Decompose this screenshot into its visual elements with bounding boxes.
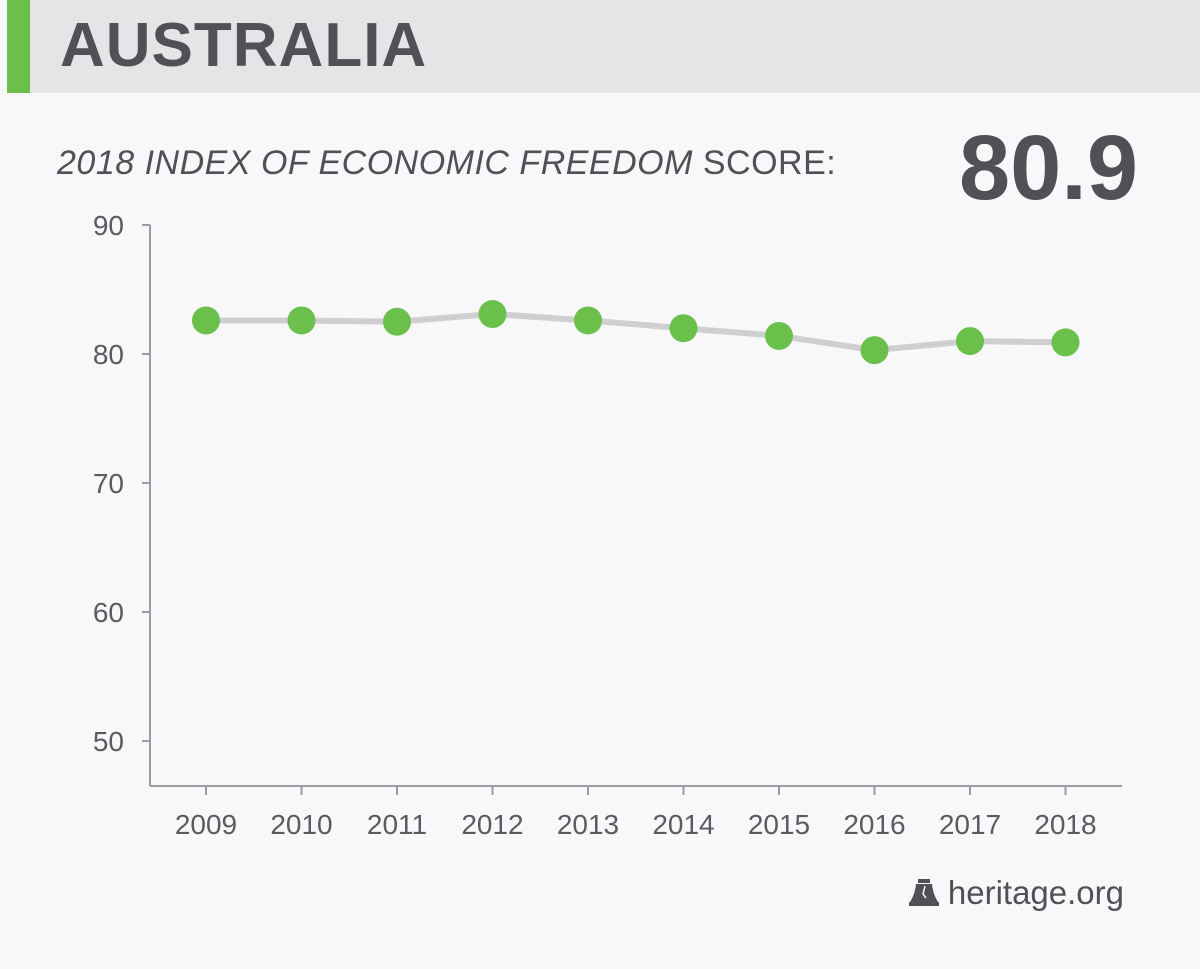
- y-tick-label: 90: [93, 210, 124, 241]
- data-point-2011: [383, 307, 411, 336]
- x-tick-label: 2012: [461, 809, 523, 840]
- liberty-bell-icon: [908, 879, 939, 906]
- series-line-segment: [489, 311, 591, 324]
- x-tick-label: 2010: [270, 809, 332, 840]
- series-line-segment: [680, 325, 782, 339]
- y-axis: 90 80 70 60 50: [93, 210, 151, 786]
- data-point-2018: [1051, 328, 1080, 357]
- y-tick-label: 50: [93, 726, 124, 757]
- x-axis: 2009 2010 2011 2012 2013 2014 2015 2016 2017 2018: [150, 785, 1122, 840]
- x-tick-label: 2014: [652, 809, 714, 840]
- series-line-segment: [585, 317, 687, 332]
- x-tick-label: 2016: [843, 809, 905, 840]
- data-point-2013: [574, 306, 602, 335]
- data-point-2010: [287, 306, 316, 335]
- header-banner: AUSTRALIA: [7, 0, 1200, 93]
- score-label: 2018 INDEX OF ECONOMIC FREEDOM SCORE:: [57, 144, 836, 183]
- x-tick-label: 2015: [748, 809, 810, 840]
- country-title: AUSTRALIA: [60, 11, 428, 80]
- data-point-2016: [860, 336, 889, 365]
- y-tick-label: 60: [93, 597, 124, 628]
- data-point-2017: [956, 327, 984, 356]
- score-series: [192, 300, 1080, 365]
- score-label-suffix: SCORE:: [692, 144, 837, 182]
- data-point-2012: [478, 300, 507, 329]
- y-tick-label: 70: [93, 468, 124, 499]
- data-point-2015: [765, 321, 793, 350]
- y-tick-label: 80: [93, 339, 124, 370]
- score-value: 80.9: [958, 117, 1138, 219]
- series-line-segment: [394, 311, 496, 325]
- footer-site: heritage.org: [947, 874, 1124, 911]
- data-point-2009: [192, 306, 220, 335]
- x-tick-label: 2018: [1034, 809, 1096, 840]
- series-line-segment: [967, 338, 1069, 346]
- x-tick-label: 2009: [175, 809, 237, 840]
- score-label-index-name: 2018 INDEX OF ECONOMIC FREEDOM: [57, 144, 693, 182]
- x-tick-label: 2017: [939, 809, 1001, 840]
- series-line-segment: [871, 338, 973, 354]
- series-line-segment: [776, 332, 878, 354]
- footer-credit: heritage.org: [908, 874, 1124, 912]
- x-tick-label: 2011: [367, 809, 427, 840]
- data-point-2014: [669, 314, 698, 343]
- header-accent-bar: [7, 0, 30, 93]
- x-tick-label: 2013: [557, 809, 619, 840]
- series-line-segment: [298, 317, 400, 325]
